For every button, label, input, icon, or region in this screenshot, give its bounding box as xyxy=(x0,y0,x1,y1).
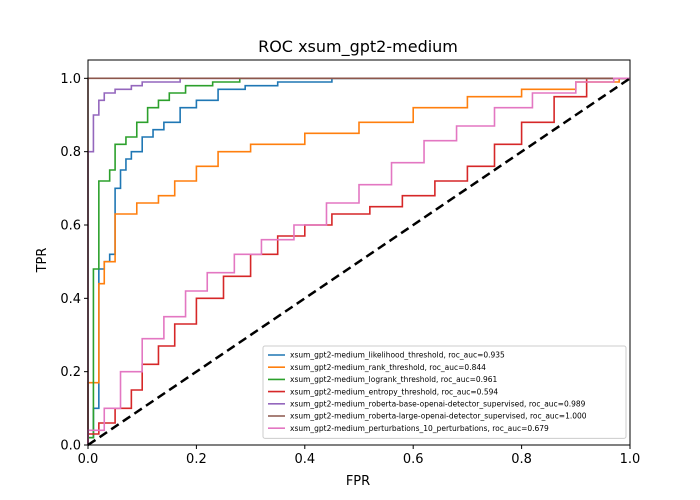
legend-box xyxy=(262,345,627,439)
x-tick-label: 0.8 xyxy=(511,452,532,467)
y-tick-label: 0.4 xyxy=(60,292,81,307)
x-tick-label: 0.2 xyxy=(186,452,207,467)
series-line-7 xyxy=(87,77,630,445)
y-tick-label: 0.2 xyxy=(60,365,81,380)
chart-title: ROC xsum_gpt2-medium xyxy=(258,37,458,57)
x-tick-label: 0.6 xyxy=(403,452,424,467)
legend-label-7: xsum_gpt2-medium_perturbations_10_pertur… xyxy=(290,424,549,433)
y-axis-ticks: 0.0 0.2 0.4 0.6 0.8 1.0 xyxy=(60,72,88,454)
legend-label-3: xsum_gpt2-medium_logrank_threshold, roc_… xyxy=(290,375,498,384)
x-tick-label: 0.4 xyxy=(294,452,315,467)
legend: xsum_gpt2-medium_likelihood_threshold, r… xyxy=(262,345,627,439)
series-line-3 xyxy=(87,77,630,445)
y-tick-label: 0.8 xyxy=(60,145,81,160)
y-tick-label: 0.6 xyxy=(60,219,81,234)
legend-label-6: xsum_gpt2-medium_roberta-large-openai-de… xyxy=(290,412,587,421)
x-tick-label: 1.0 xyxy=(620,452,641,467)
y-tick-label: 0.0 xyxy=(60,439,81,454)
series-line-4 xyxy=(87,77,630,445)
series-line-5 xyxy=(87,77,630,445)
legend-items: xsum_gpt2-medium_likelihood_threshold, r… xyxy=(268,351,587,433)
chance-diagonal-line xyxy=(87,77,631,447)
x-axis-label: FPR xyxy=(346,474,370,489)
legend-label-1: xsum_gpt2-medium_likelihood_threshold, r… xyxy=(290,351,505,360)
legend-label-4: xsum_gpt2-medium_entropy_threshold, roc_… xyxy=(290,387,498,396)
x-tick-label: 0.0 xyxy=(78,452,99,467)
series-line-2 xyxy=(87,77,630,445)
y-axis-label: TPR xyxy=(35,248,50,274)
x-axis-ticks: 0.0 0.2 0.4 0.6 0.8 1.0 xyxy=(78,445,641,467)
plot-frame xyxy=(87,59,631,446)
y-tick-label: 1.0 xyxy=(60,72,81,87)
legend-label-5: xsum_gpt2-medium_roberta-base-openai-det… xyxy=(290,400,586,409)
legend-label-2: xsum_gpt2-medium_rank_threshold, roc_auc… xyxy=(290,363,486,372)
